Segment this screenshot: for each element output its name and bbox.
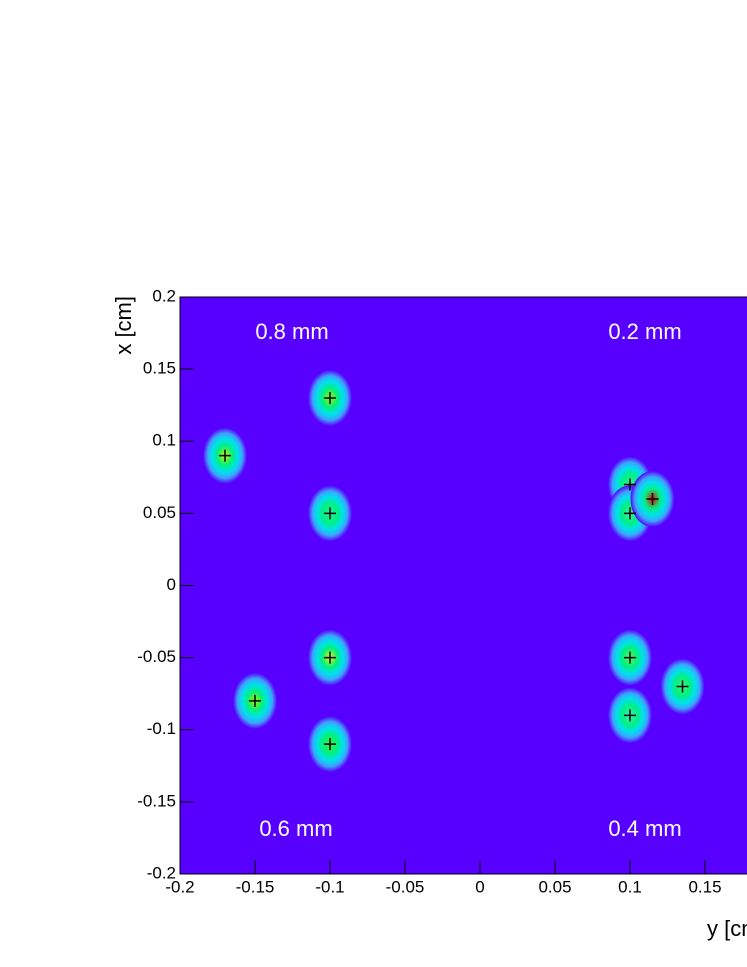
peak-marker — [324, 507, 336, 520]
y-tick-label: 0.15 — [143, 359, 176, 378]
peak-marker — [324, 391, 336, 404]
annotation: 0.8 mm — [255, 319, 328, 344]
annotation: 0.4 mm — [608, 816, 681, 841]
peak-marker — [324, 738, 336, 751]
x-tick-label: -0.05 — [386, 877, 425, 896]
peak-marker — [676, 680, 689, 693]
peak-marker — [219, 449, 231, 462]
y-tick-label: -0.2 — [147, 863, 176, 882]
peak-marker — [249, 694, 261, 707]
peak-marker — [324, 651, 336, 664]
annotation: 0.6 mm — [259, 816, 332, 841]
peak-marker — [624, 507, 636, 520]
y-tick-label: -0.1 — [147, 719, 176, 738]
y-tick-label: 0.2 — [152, 286, 176, 305]
x-axis-title: y [cm] — [707, 916, 747, 941]
x-tick-label: 0 — [475, 877, 484, 896]
y-tick-label: 0.1 — [152, 431, 176, 450]
x-tick-label: -0.15 — [236, 877, 275, 896]
x-tick-label: -0.1 — [315, 877, 344, 896]
x-tick-label: 0.1 — [618, 877, 642, 896]
peak-marker — [624, 709, 636, 722]
peak-marker — [646, 492, 659, 505]
plot-background — [180, 297, 747, 874]
x-tick-label: 0.05 — [538, 877, 571, 896]
y-tick-label: -0.15 — [137, 791, 176, 810]
y-tick-label: -0.05 — [137, 647, 176, 666]
x-tick-label: -0.2 — [165, 877, 194, 896]
peak-marker — [624, 478, 636, 491]
y-axis-title: x [cm] — [111, 296, 136, 355]
peak-marker — [624, 651, 636, 664]
y-tick-label: 0 — [167, 575, 176, 594]
x-tick-label: 0.15 — [688, 877, 721, 896]
y-tick-label: 0.05 — [143, 503, 176, 522]
annotation: 0.2 mm — [608, 319, 681, 344]
